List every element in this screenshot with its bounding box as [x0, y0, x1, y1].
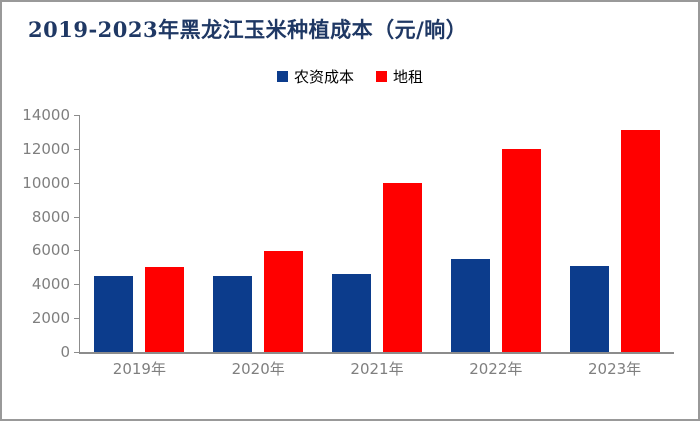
legend-item-input-cost: 农资成本	[276, 66, 354, 87]
bar-land-rent-2022年	[502, 149, 541, 352]
y-axis-tick-label: 0	[60, 343, 70, 361]
x-axis-label: 2021年	[350, 360, 404, 378]
y-axis-tick-label: 10000	[22, 173, 70, 192]
x-axis-line	[79, 352, 674, 354]
x-axis-label: 2022年	[469, 360, 523, 378]
x-axis-label: 2023年	[588, 360, 642, 378]
y-axis-tick-label: 6000	[31, 241, 70, 260]
bar-land-rent-2023年	[621, 130, 660, 352]
bar-input-cost-2021年	[332, 274, 371, 352]
bar-land-rent-2021年	[383, 183, 422, 352]
y-axis-tick-label: 12000	[22, 139, 70, 158]
legend: 农资成本 地租	[2, 66, 698, 87]
legend-label-land-rent: 地租	[393, 68, 424, 86]
legend-label-input-cost: 农资成本	[293, 68, 354, 86]
y-axis-tick	[74, 115, 80, 116]
y-axis-tick-label: 2000	[31, 309, 70, 328]
bar-input-cost-2023年	[570, 266, 609, 352]
y-axis-line	[79, 115, 80, 352]
legend-swatch-input-cost	[276, 71, 288, 82]
y-axis-tick	[74, 216, 80, 218]
y-axis-tick	[74, 318, 80, 320]
y-axis-tick	[74, 148, 80, 150]
bar-input-cost-2020年	[213, 276, 252, 352]
y-axis-tick	[74, 352, 80, 353]
y-axis-tick	[74, 250, 80, 252]
y-axis-tick	[74, 182, 80, 184]
x-axis-label: 2019年	[112, 360, 166, 378]
legend-item-land-rent: 地租	[376, 66, 423, 87]
y-axis-tick	[74, 284, 80, 286]
bar-land-rent-2020年	[264, 251, 303, 352]
x-axis-label: 2020年	[231, 360, 285, 378]
chart-title: 2019-2023年黑龙江玉米种植成本（元/晌）	[28, 17, 468, 42]
bar-land-rent-2019年	[145, 267, 184, 352]
y-axis-tick-label: 4000	[31, 275, 70, 294]
y-axis-tick-label: 8000	[31, 207, 70, 226]
bar-input-cost-2022年	[451, 259, 490, 352]
y-axis-tick-label: 14000	[22, 106, 70, 124]
legend-swatch-land-rent	[376, 71, 387, 82]
bar-input-cost-2019年	[94, 276, 133, 352]
